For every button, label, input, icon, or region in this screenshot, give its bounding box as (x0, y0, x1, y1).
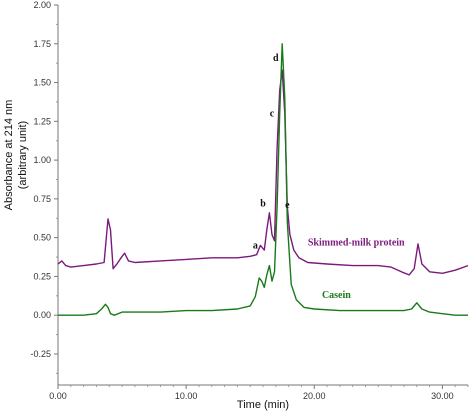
y-tick-label: 1.00 (33, 155, 51, 165)
y-axis-title: Absorbance at 214 nm (arbitrary unit) (3, 100, 29, 211)
y-tick-label: 1.75 (33, 39, 51, 49)
y-axis-title-line-2: (arbitrary unit) (17, 121, 29, 189)
peak-label: d (273, 53, 279, 64)
peak-label: b (260, 199, 266, 210)
peak-label: a (253, 241, 258, 252)
series-line-casein (58, 43, 468, 316)
y-tick-label: 0.25 (33, 271, 51, 281)
plot-lines (57, 43, 469, 316)
x-axis-title: Time (min) (237, 399, 289, 411)
y-tick-label: 0.50 (33, 233, 51, 243)
peak-label: e (285, 200, 290, 211)
x-tick-label: 10.00 (175, 391, 198, 401)
x-ticks: 0.00 10.00 20.00 30.00 (49, 385, 469, 401)
axes (57, 5, 468, 386)
x-tick-label: 20.00 (303, 391, 326, 401)
y-tick-label: 1.25 (33, 116, 51, 126)
series-line-skimmed-milk-protein (57, 69, 469, 276)
y-tick-label: 1.50 (33, 78, 51, 88)
y-ticks: -0.25 0.00 0.25 0.50 0.75 1.00 1.25 1.50 1.75 2.0… (30, 0, 58, 374)
x-tick-label: 30.00 (431, 391, 454, 401)
y-tick-label: -0.25 (30, 349, 51, 359)
y-tick-label: 0.00 (33, 310, 51, 320)
series-label: Skimmed-milk protein (308, 237, 405, 248)
annotations: Skimmed-milk protein Casein a b c d e (253, 53, 405, 301)
x-tick-label: 0.00 (49, 391, 67, 401)
y-axis-title-line-1: Absorbance at 214 nm (3, 100, 15, 211)
peak-label: c (270, 109, 275, 120)
y-tick-label: 2.00 (33, 0, 51, 10)
y-tick-label: 0.75 (33, 194, 51, 204)
series-label: Casein (322, 290, 351, 301)
